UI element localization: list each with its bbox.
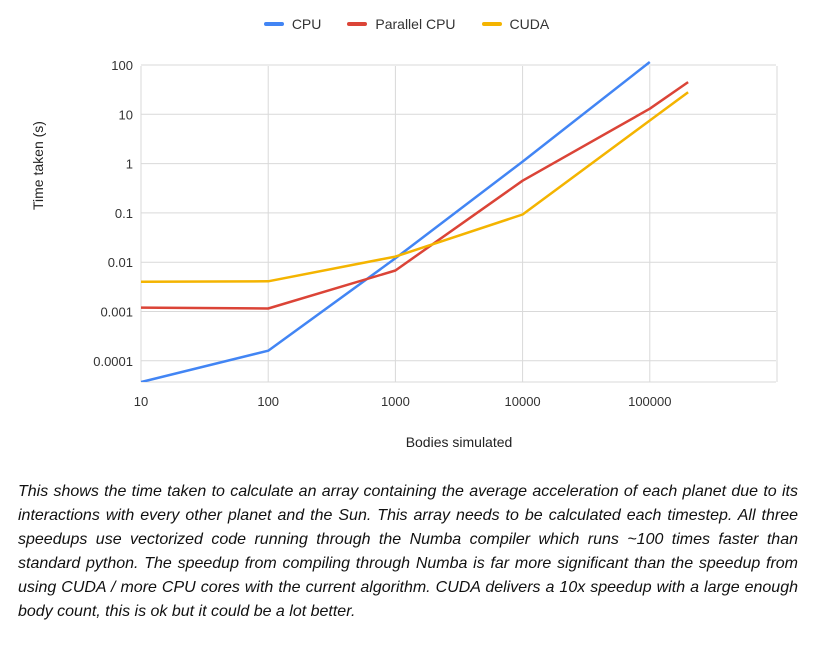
legend-label-parallel-cpu: Parallel CPU [375, 16, 456, 32]
figure-caption: This shows the time taken to calculate a… [18, 483, 798, 620]
y-tick-label: 0.001 [100, 305, 133, 320]
x-tick-label: 10000 [505, 394, 541, 409]
y-axis-title: Time taken (s) [30, 121, 46, 210]
legend-item-cuda: CUDA [481, 16, 550, 32]
legend-label-cpu: CPU [291, 16, 322, 32]
legend-swatch-cuda [481, 22, 502, 26]
y-tick-label: 100 [111, 58, 133, 73]
x-tick-label: 100 [257, 394, 279, 409]
y-tick-label: 0.0001 [93, 354, 133, 369]
series-line-cuda [141, 91, 689, 284]
x-tick-label: 10 [134, 394, 148, 409]
x-tick-label: 100000 [628, 394, 671, 409]
x-axis-title: Bodies simulated [405, 434, 513, 450]
chart-plot: 100 10 1 0.1 0.01 0.001 0.0001 10 100 1000 10000 10… [93, 58, 778, 409]
legend-item-cpu: CPU [263, 16, 322, 32]
y-tick-label: 10 [119, 107, 133, 122]
legend-swatch-parallel-cpu [347, 22, 368, 26]
x-tick-label: 1000 [381, 394, 410, 409]
y-tick-label: 0.01 [108, 255, 133, 270]
y-tick-label: 0.1 [115, 206, 133, 221]
series-line-parallel-cpu [141, 81, 689, 310]
y-tick-label: 1 [126, 157, 133, 172]
legend-label-cuda: CUDA [509, 16, 550, 32]
legend-swatch-cpu [263, 22, 284, 26]
legend-item-parallel-cpu: Parallel CPU [347, 16, 456, 32]
series-line-cpu [141, 61, 651, 382]
chart-legend: CPU Parallel CPU CUDA [0, 16, 813, 32]
